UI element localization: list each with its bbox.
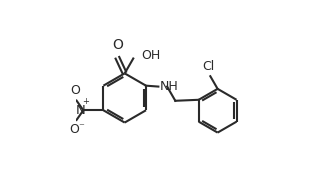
Text: O: O [113,38,123,52]
Text: NH: NH [159,80,178,93]
Text: O: O [69,123,79,136]
Text: +: + [82,97,89,106]
Text: N: N [75,104,85,117]
Text: OH: OH [141,49,160,62]
Text: Cl: Cl [202,60,215,73]
Text: ⁻: ⁻ [78,122,84,132]
Text: O: O [70,84,80,97]
